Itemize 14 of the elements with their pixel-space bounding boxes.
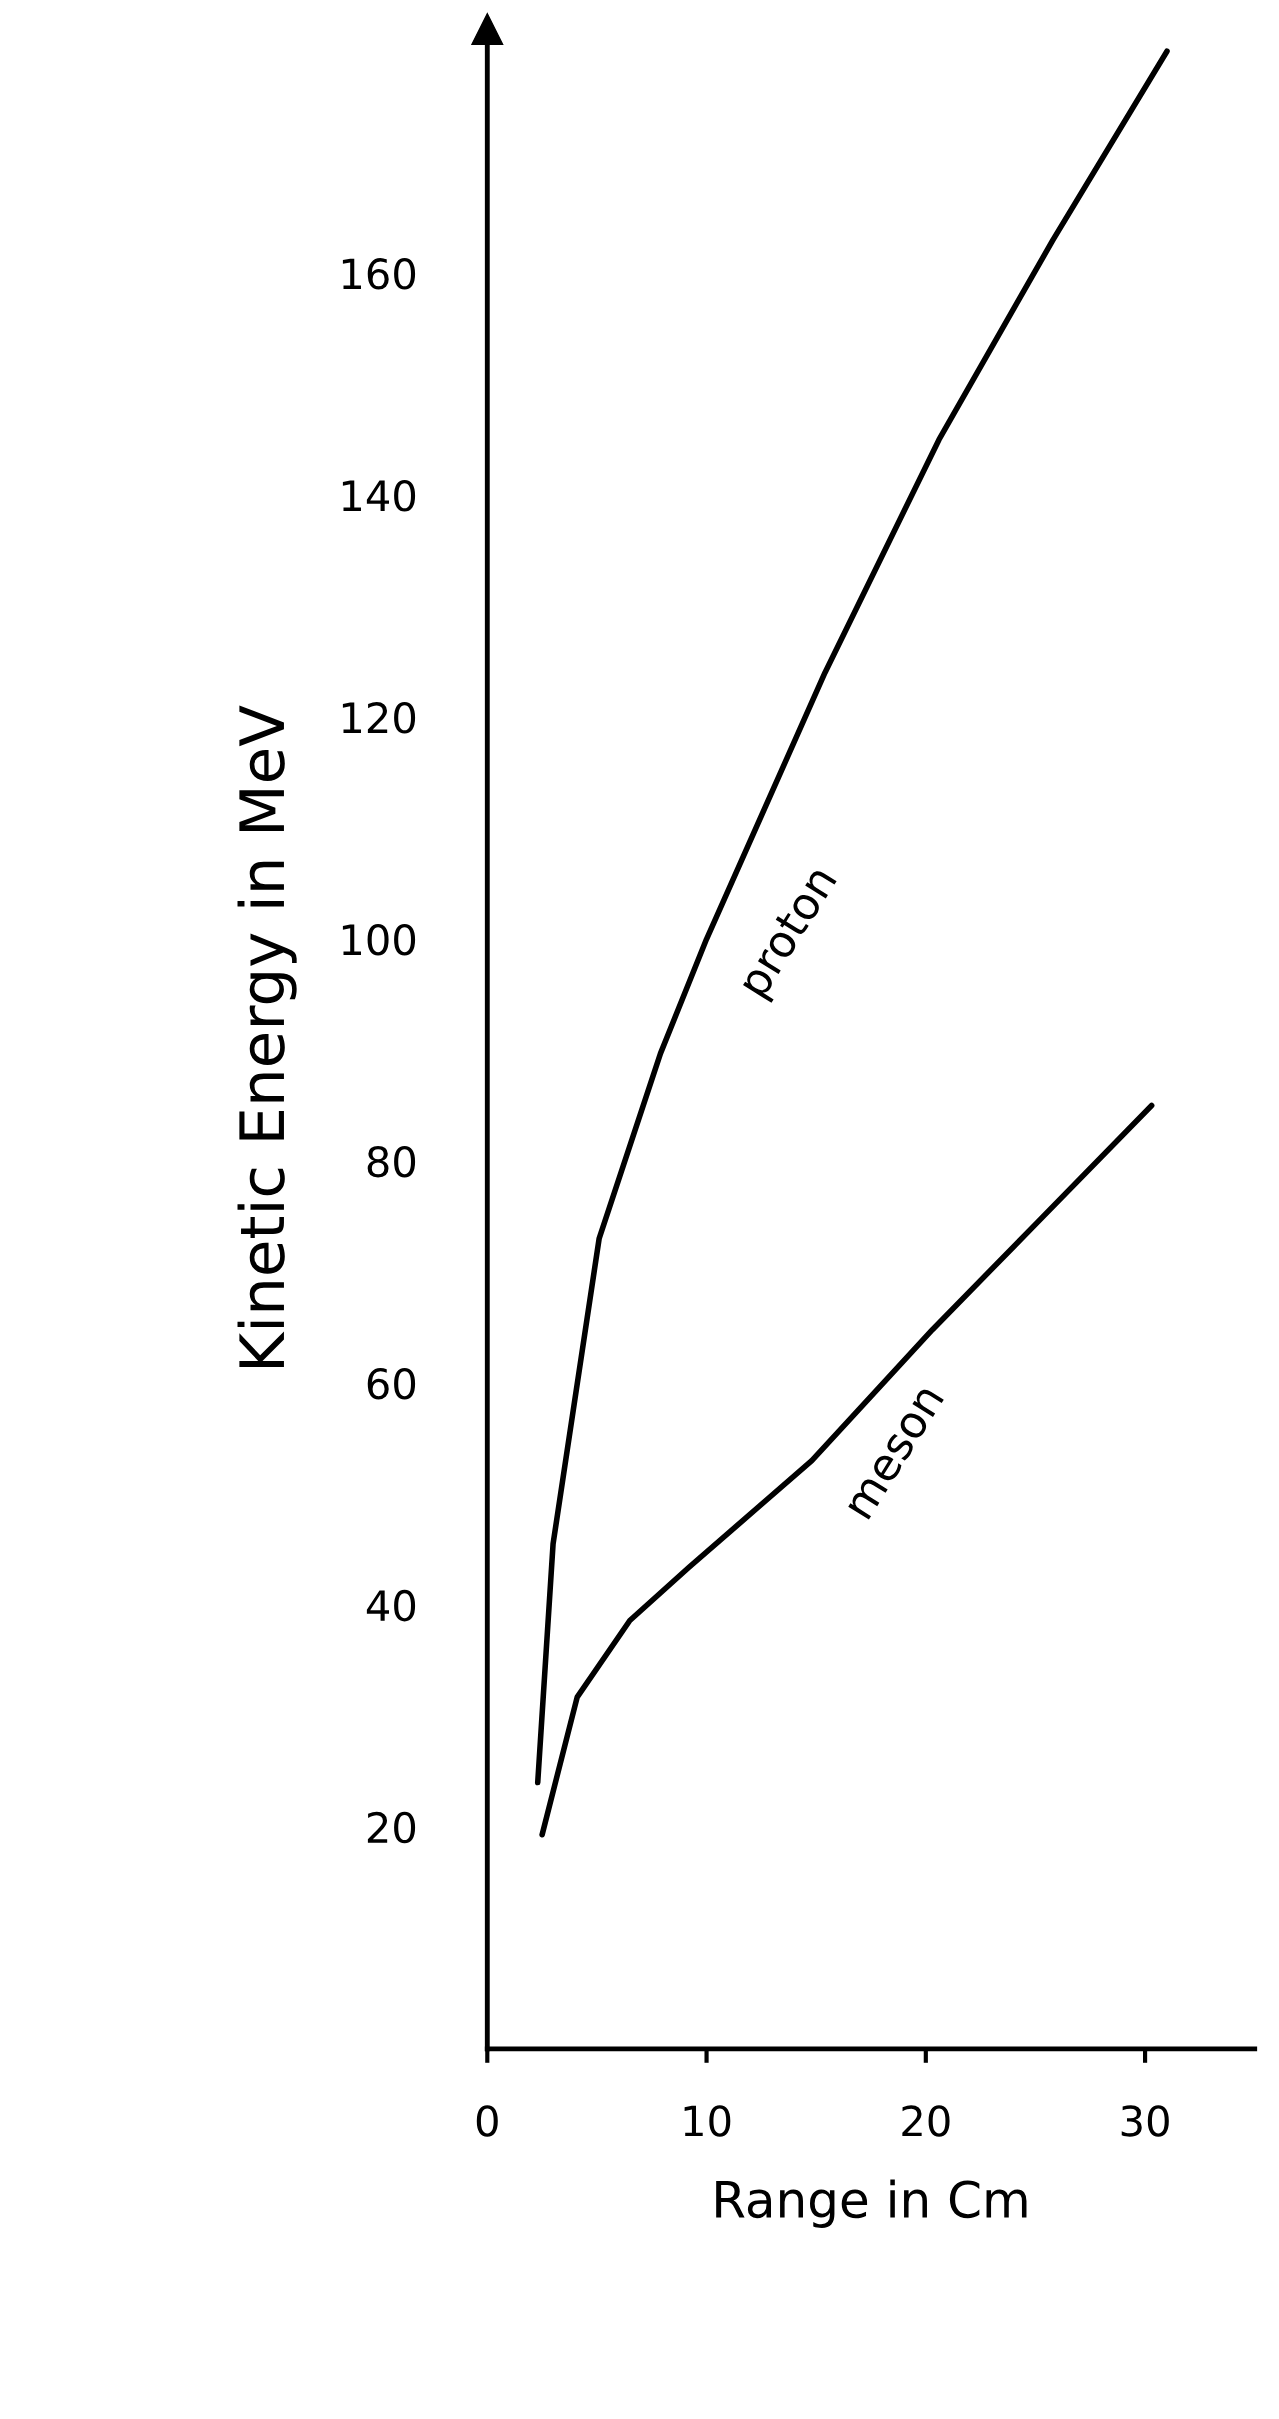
y-tick-label: 160	[342, 258, 416, 290]
y-tick-label: 60	[367, 1367, 416, 1400]
y-tick-label: 40	[366, 1589, 416, 1622]
y-tick-label: 80	[367, 1145, 416, 1178]
x-tick-label: 0	[476, 2105, 498, 2137]
y-axis-title: Kinetic Energy in MeV	[237, 705, 297, 1367]
y-tick-label: 20	[367, 1811, 416, 1844]
x-tick-label: 30	[1121, 2105, 1169, 2137]
y-tick-label: 100	[342, 923, 416, 956]
y-tick-label: 120	[342, 702, 416, 734]
x-axis-title: Range in Cm	[716, 2179, 1027, 2228]
x-tick-label: 20	[902, 2105, 950, 2137]
y-tick-label: 140	[342, 480, 416, 512]
x-tick-label: 10	[684, 2105, 731, 2137]
